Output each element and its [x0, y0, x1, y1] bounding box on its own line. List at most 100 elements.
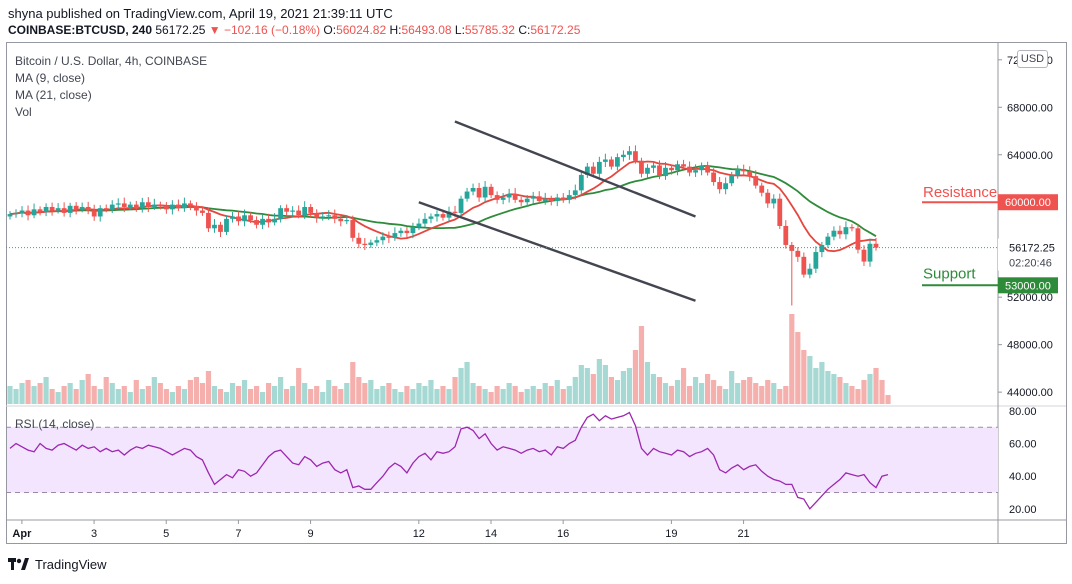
candle-body: [404, 230, 410, 234]
candle-body: [723, 183, 729, 190]
volume-bar: [759, 386, 765, 404]
legend-title: Bitcoin / U.S. Dollar, 4h, COINBASE: [15, 54, 208, 68]
candle-body: [687, 166, 692, 173]
volume-bar: [807, 356, 813, 404]
last-price-value: 56172.25: [1009, 243, 1055, 255]
candle-body: [747, 171, 753, 177]
legend-vol[interactable]: Vol: [15, 105, 32, 119]
level-tag-0: [998, 194, 1058, 211]
candle-body: [254, 220, 259, 225]
volume-bar: [620, 371, 627, 404]
legend-rsi[interactable]: RSI (14, close): [15, 417, 95, 431]
tradingview-logo[interactable]: TradingView: [8, 557, 107, 572]
volume-bar: [566, 386, 572, 404]
volume-bar: [638, 326, 645, 404]
volume-bar: [530, 386, 536, 404]
candle-body: [524, 198, 530, 203]
candle-body: [554, 197, 560, 202]
volume-bar: [879, 380, 885, 404]
candle-body: [584, 166, 590, 175]
volume-bar: [217, 389, 224, 404]
volume-bar: [452, 377, 458, 404]
volume-bar: [536, 389, 542, 404]
candle-body: [115, 203, 121, 205]
candle-body: [121, 203, 127, 207]
volume-bar: [560, 389, 566, 404]
volume-bar: [843, 383, 849, 404]
volume-bar: [614, 380, 621, 404]
volume-bar: [211, 386, 218, 404]
candle-body: [169, 204, 175, 210]
candle-body: [434, 214, 440, 217]
volume-bar: [873, 368, 879, 404]
candle-body: [741, 168, 747, 172]
candle-body: [867, 243, 873, 262]
candle-body: [380, 236, 386, 241]
candle-body: [711, 172, 717, 183]
volume-bar: [428, 380, 434, 404]
candle-body: [133, 204, 139, 209]
candle-body: [861, 249, 867, 262]
price-tick-label: 44000.00: [1007, 387, 1053, 399]
candle-body: [759, 185, 765, 193]
candle-body: [536, 196, 542, 202]
volume-bar: [314, 386, 320, 404]
volume-bar: [127, 392, 133, 404]
candle-body: [314, 212, 320, 218]
chart-frame: [6, 42, 1067, 544]
candle-body: [663, 167, 668, 177]
candle-body: [621, 154, 626, 158]
candle-body: [139, 202, 145, 209]
candle-body: [566, 195, 572, 200]
legend-ma21[interactable]: MA (21, close): [15, 88, 92, 102]
time-tick-label: 5: [163, 528, 169, 540]
rsi-line: [9, 411, 889, 510]
volume-bar: [855, 389, 861, 404]
volume-bar: [632, 350, 639, 404]
volume-bar: [867, 374, 873, 404]
candle-body: [488, 186, 494, 196]
legend-ma9[interactable]: MA (9, close): [15, 71, 86, 85]
volume-bar: [374, 389, 380, 404]
volume-bar: [205, 371, 212, 404]
symbol-line: COINBASE:BTCUSD, 240 56172.25 ▼ −102.16 …: [8, 23, 580, 37]
time-tick-label: 3: [91, 528, 97, 540]
tradingview-brand: TradingView: [35, 557, 107, 572]
channel-upper-line: [454, 120, 696, 218]
volume-bar: [97, 389, 103, 404]
volume-bar: [193, 377, 200, 404]
candle-body: [374, 240, 380, 243]
volume-bar: [139, 389, 145, 404]
candle-body: [194, 205, 199, 211]
candle-body: [188, 203, 193, 206]
candle-body: [224, 218, 229, 232]
candle-body: [500, 197, 506, 200]
candle-body: [512, 193, 518, 200]
symbol-name[interactable]: COINBASE:BTCUSD, 240: [8, 23, 153, 37]
time-tick-label: 7: [235, 528, 241, 540]
volume-bar: [350, 362, 356, 404]
candle-body: [440, 214, 446, 218]
volume-bar: [686, 386, 693, 404]
candle-body: [43, 206, 49, 212]
volume-bar: [320, 392, 326, 404]
currency-button[interactable]: USD: [1017, 50, 1048, 68]
volume-bar: [380, 386, 386, 404]
candle-body: [368, 242, 374, 245]
candle-body: [837, 230, 843, 235]
volume-bar: [241, 380, 248, 404]
candle-body: [470, 187, 476, 192]
volume-bar: [500, 389, 506, 404]
volume-bar: [548, 386, 554, 404]
candle-body: [284, 208, 290, 212]
candle-body: [807, 268, 813, 275]
candle-body: [326, 215, 332, 217]
candle-body: [308, 206, 314, 213]
publish-info: shyna published on TradingView.com, Apri…: [8, 6, 393, 21]
candle-body: [494, 195, 500, 200]
candle-body: [452, 211, 458, 213]
candle-body: [398, 230, 404, 234]
candle-body: [296, 210, 302, 216]
volume-bar: [729, 371, 735, 404]
